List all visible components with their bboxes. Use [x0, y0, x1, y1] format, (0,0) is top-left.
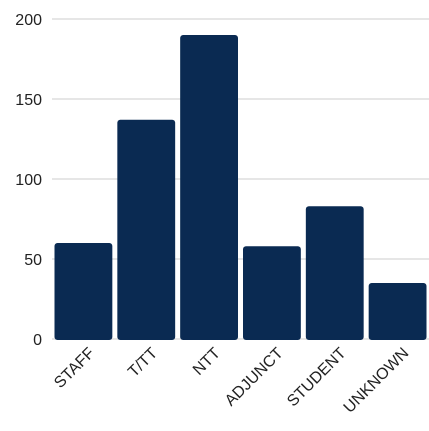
bars [54, 35, 427, 340]
bar-student [305, 206, 364, 340]
y-tick-label: 0 [33, 332, 42, 349]
x-tick-label: STUDENT [284, 345, 350, 411]
gridlines [52, 18, 429, 340]
x-tick-label: T/TT [125, 345, 161, 381]
bar-adjunct [243, 246, 301, 340]
y-tick-label: 100 [15, 172, 42, 189]
y-tick-label: 200 [15, 12, 42, 29]
x-tick-label: UNKNOWN [341, 345, 413, 417]
bar-staff [54, 243, 113, 340]
y-tick-label: 50 [24, 252, 42, 269]
y-tick-label: 150 [15, 92, 42, 109]
x-tick-label: ADJUNCT [222, 345, 287, 410]
bar-t-tt [117, 119, 176, 340]
x-tick-label: NTT [190, 345, 224, 379]
y-axis-ticks: 0 50 100 150 200 [15, 12, 42, 349]
bar-unknown [368, 283, 427, 340]
bar-ntt [180, 35, 238, 340]
x-tick-label: STAFF [51, 345, 98, 392]
